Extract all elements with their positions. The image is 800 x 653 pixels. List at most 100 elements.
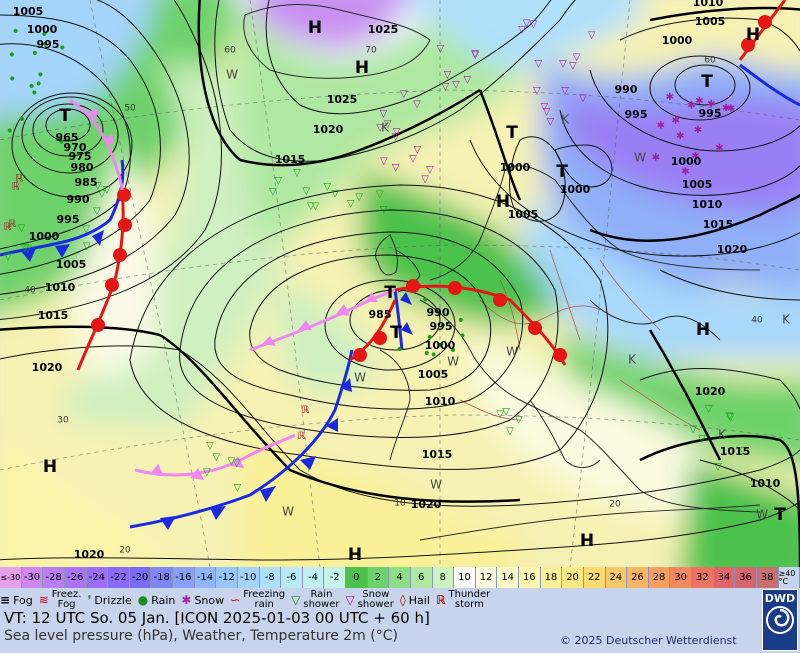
rain-shower-icon: ▽ (726, 411, 734, 422)
rain-icon: • (458, 329, 466, 345)
isobar-label: 1000 (500, 161, 531, 174)
snow-icon: ✱ (672, 116, 680, 127)
thunderstorm-icon: ℝ (301, 405, 309, 416)
rain-shower-icon: ▽ (515, 415, 523, 426)
snow-shower-icon: ▽ (535, 59, 543, 70)
high-pressure-label: H (496, 192, 510, 212)
colorbar-cell: 14 (497, 567, 519, 588)
snow-shower-icon: ▽ (471, 49, 479, 60)
colorbar-cell: 0 (346, 567, 368, 588)
isobar-label: 1000 (425, 339, 456, 352)
dwd-spiral-icon (766, 606, 794, 634)
rain-icon: • (57, 134, 65, 150)
rain-icon: • (457, 313, 465, 329)
colorbar-cell: 16 (519, 567, 541, 588)
isobar-label: 1000 (662, 34, 693, 47)
rain-shower-icon: ▽ (18, 223, 26, 234)
cold-air-label: K (782, 313, 791, 327)
rain-shower-icon: ▽ (233, 458, 241, 469)
isobar-label: 1015 (275, 153, 306, 166)
isobar-label: 1020 (717, 243, 748, 256)
high-pressure-label: H (43, 457, 57, 477)
snow-icon: ✱ (681, 166, 689, 177)
bold-isobars (0, 0, 800, 567)
cold-front-teeth (20, 230, 413, 530)
rain-shower-icon: ▽ (739, 445, 747, 456)
legend-snow-shower: ▽ Snow shower (345, 589, 394, 610)
rain-shower-icon: ▽ (24, 244, 32, 255)
rain-shower-icon: ▽ (323, 182, 331, 193)
rain-shower-icon: ▽ (714, 461, 722, 472)
snow-shower-icon: ▽ (380, 156, 388, 167)
graticule-label: 40 (751, 316, 763, 326)
isobar-label: 1000 (27, 23, 58, 36)
isobar-label: 990 (427, 306, 450, 319)
high-pressure-label: H (348, 545, 362, 565)
colorbar-cell: 28 (648, 567, 671, 588)
isobar-label: 995 (699, 107, 722, 120)
thunderstorm-icon: ℝ (435, 593, 446, 607)
isobar-label: 1010 (45, 281, 76, 294)
isobar-label: 995 (37, 38, 60, 51)
colorbar-cell: 30 (670, 567, 692, 588)
isobar-label: 985 (75, 176, 98, 189)
snow-icon: ✱ (707, 99, 715, 110)
colorbar-cell: -4 (302, 567, 325, 588)
colorbar-cell: 36 (735, 567, 757, 588)
rain-shower-icon: ▽ (269, 187, 277, 198)
snow-shower-icon: ▽ (543, 106, 551, 117)
snow-shower-icon: ▽ (384, 119, 392, 130)
colorbar-cell: -2 (324, 567, 346, 588)
snow-shower-icon: ▽ (471, 50, 479, 61)
snow-shower-icon: ▽ (345, 593, 355, 607)
rain-icon: • (8, 47, 16, 63)
colorbar-cell: -20 (129, 567, 152, 588)
colorbar-cell: -22 (108, 567, 130, 588)
colorbar-cell: -12 (216, 567, 238, 588)
graticule-label: 30 (57, 416, 69, 426)
warm-air-label: W (506, 345, 518, 359)
snow-shower-icon: ▽ (393, 127, 401, 138)
warm-air-label: W (226, 68, 238, 82)
thunderstorm-icon: ℝ (298, 431, 306, 442)
colorbar-cell: 10 (454, 567, 476, 588)
high-pressure-label: H (696, 320, 710, 340)
dwd-logo: DWD (762, 589, 798, 651)
snow-icon: ✱ (691, 151, 699, 162)
thunderstorm-icon: ℝ (12, 182, 20, 193)
low-pressure-label: T (701, 72, 713, 92)
temperature-colorbar: ≤-30 -30 -28 -26 -24 -22 -20 -18 -16 -14 -12 -10 -8-… (0, 567, 800, 588)
rain-icon: • (449, 343, 457, 359)
rain-shower-icon: ▽ (93, 206, 101, 217)
colorbar-cell: -10 (237, 567, 260, 588)
snow-shower-icon: ▽ (392, 132, 400, 143)
low-pressure-label: T (556, 162, 568, 182)
rain-shower-icon: ▽ (496, 409, 504, 420)
graticule-label: 50 (124, 104, 136, 114)
snow-shower-icon: ▽ (413, 145, 421, 156)
high-pressure-label: H (308, 18, 322, 38)
rain-icon: • (11, 24, 19, 40)
valid-time: VT: 12 UTC So. 05 Jan. [ICON 2025-01-03 … (4, 609, 430, 627)
low-pressure-label: T (774, 505, 786, 525)
snow-shower-icon: ▽ (588, 30, 596, 41)
colorbar-cell: -14 (194, 567, 217, 588)
isobar-label: 1020 (313, 123, 344, 136)
rain-shower-icon: ▽ (203, 467, 211, 478)
rain-shower-icon: ▽ (228, 456, 236, 467)
hail-icon: ◊ (399, 593, 406, 607)
colorbar-cell: 4 (389, 567, 411, 588)
rain-shower-icon: ▽ (82, 224, 90, 235)
snow-shower-icon: ▽ (546, 117, 554, 128)
graticule-label: 60 (224, 46, 236, 56)
snow-shower-icon: ▽ (561, 86, 569, 97)
rain-shower-icon: ▽ (212, 452, 220, 463)
snow-shower-icon: ▽ (523, 18, 531, 29)
rain-shower-icon: ▽ (21, 242, 29, 253)
rain-shower-icon: ▽ (312, 201, 320, 212)
isobar-label: 1005 (682, 178, 713, 191)
isobar-label: 1010 (750, 477, 781, 490)
warm-air-label: W (354, 371, 366, 385)
graticule-label: 20 (119, 546, 131, 556)
rain-icon: • (429, 347, 437, 363)
